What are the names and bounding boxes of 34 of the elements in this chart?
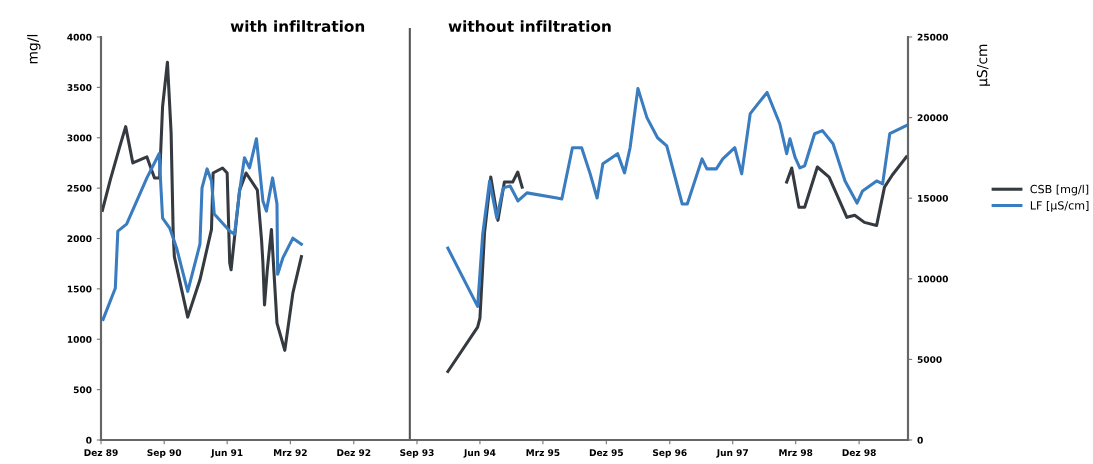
x-tick-label: Sep 90 bbox=[147, 449, 182, 458]
y2-tick-label: 10000 bbox=[918, 275, 948, 283]
x-tick-label: Jun 91 bbox=[210, 449, 243, 458]
y2-tick-label: 0 bbox=[917, 436, 923, 444]
legend-label: CSB [mg/l] bbox=[1030, 184, 1089, 196]
x-tick-label: Dez 89 bbox=[84, 449, 118, 457]
y2-tick-label: 25000 bbox=[917, 33, 948, 41]
y-tick-label: 500 bbox=[73, 386, 92, 394]
legend-label: LF [µS/cm] bbox=[1030, 200, 1089, 212]
x-tick-label: Mrz 92 bbox=[273, 449, 307, 457]
y-tick-label: 3500 bbox=[67, 84, 92, 91]
x-tick-label: Jun 94 bbox=[463, 449, 496, 458]
x-tick-label: Mrz 98 bbox=[779, 449, 813, 457]
y-tick-label: 2000 bbox=[67, 235, 92, 243]
x-tick-label: Sep 93 bbox=[400, 449, 434, 458]
y2-tick-label: 15000 bbox=[918, 194, 948, 202]
y-tick-label: 3000 bbox=[67, 134, 92, 142]
y-tick-label: 1000 bbox=[67, 335, 92, 343]
x-tick-label: Jun 97 bbox=[716, 449, 748, 458]
y-tick-label: 4000 bbox=[67, 33, 92, 41]
x-tick-label: Sep 96 bbox=[653, 449, 687, 458]
y2-tick-label: 5000 bbox=[917, 356, 942, 363]
y2-tick-label: 20000 bbox=[917, 114, 948, 122]
x-tick-label: Dez 92 bbox=[337, 449, 371, 457]
text: without infiltration bbox=[448, 20, 611, 33]
x-tick-label: Dez 95 bbox=[589, 449, 623, 457]
text: with infiltration bbox=[230, 20, 365, 33]
x-tick-label: Dez 98 bbox=[842, 449, 876, 457]
y2-axis-title: µS/cm bbox=[976, 44, 991, 86]
x-tick-label: Mrz 95 bbox=[526, 449, 560, 457]
y-tick-label: 1500 bbox=[67, 285, 92, 293]
y-axis-title: mg/l bbox=[27, 34, 41, 64]
y-tick-label: 2500 bbox=[67, 184, 92, 192]
y-tick-label: 0 bbox=[86, 436, 92, 444]
